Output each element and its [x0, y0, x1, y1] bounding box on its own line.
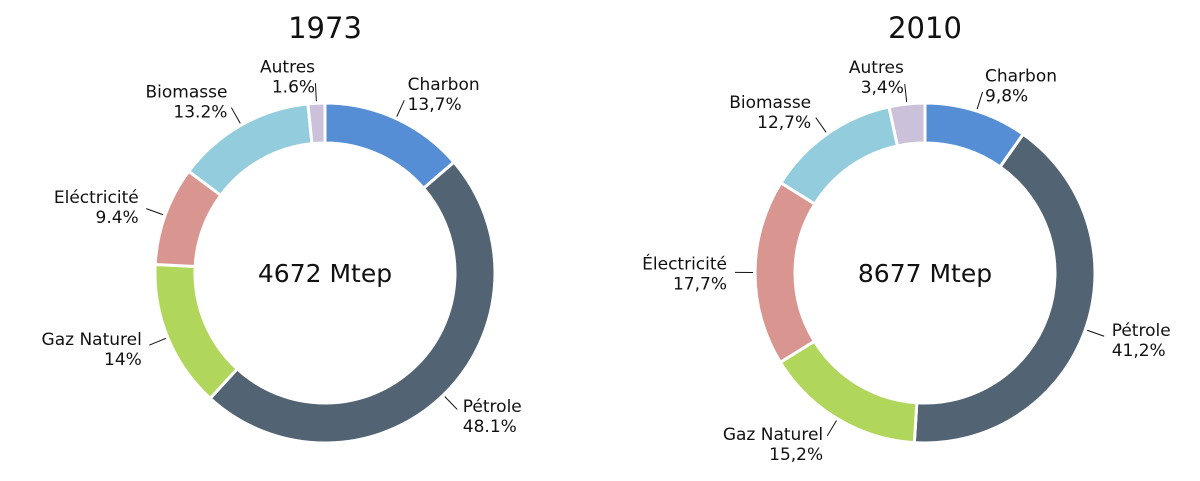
donut-segment	[912, 132, 1097, 445]
donut-segment	[208, 160, 497, 445]
segment-label: Biomasse	[146, 83, 228, 103]
segment-value-label: 9,8%	[985, 86, 1028, 106]
leader-line	[149, 337, 167, 346]
leader-line	[815, 117, 827, 133]
leader-line	[904, 84, 908, 103]
segment-value-label: 9.4%	[96, 208, 139, 228]
leader-line	[230, 107, 241, 124]
segment-label: Électricité	[642, 252, 727, 274]
segment-value-label: 15,2%	[769, 445, 823, 465]
donut-segment	[887, 101, 927, 148]
leader-line	[976, 91, 984, 110]
segment-value-label: 17,7%	[673, 274, 727, 294]
leader-line	[146, 208, 164, 216]
chart-title: 2010	[888, 11, 962, 45]
segment-label: Eléctricité	[54, 188, 139, 208]
leader-line	[1087, 329, 1105, 337]
segment-label: Pétrole	[1112, 321, 1171, 341]
segment-value-label: 14%	[104, 350, 142, 370]
segment-label: Gaz Naturel	[723, 425, 823, 445]
segment-label: Charbon	[985, 66, 1057, 86]
segment-label: Autres	[849, 58, 904, 78]
donut-segment	[753, 180, 817, 365]
center-label: 4672 Mtep	[258, 259, 392, 288]
segment-value-label: 41,2%	[1112, 341, 1166, 361]
donut-segment	[153, 262, 240, 401]
donut-segment	[306, 101, 327, 146]
segment-label: Pétrole	[463, 397, 522, 417]
segment-label: Charbon	[408, 75, 480, 95]
donut-segment	[323, 101, 457, 191]
segment-label: Autres	[260, 57, 315, 77]
segment-label: Gaz Naturel	[42, 330, 142, 350]
segment-value-label: 12,7%	[757, 113, 811, 133]
leader-line	[314, 83, 317, 102]
leader-line	[396, 100, 405, 117]
segment-value-label: 3,4%	[861, 78, 904, 98]
segment-value-label: 13.2%	[173, 103, 227, 123]
segment-value-label: 48.1%	[463, 417, 517, 437]
segment-value-label: 1.6%	[272, 77, 315, 97]
chart-title: 1973	[288, 11, 362, 45]
segment-value-label: 13,7%	[408, 95, 462, 115]
leader-line	[444, 396, 458, 410]
leader-line	[826, 420, 837, 437]
center-label: 8677 Mtep	[858, 259, 992, 288]
segment-label: Biomasse	[729, 93, 811, 113]
